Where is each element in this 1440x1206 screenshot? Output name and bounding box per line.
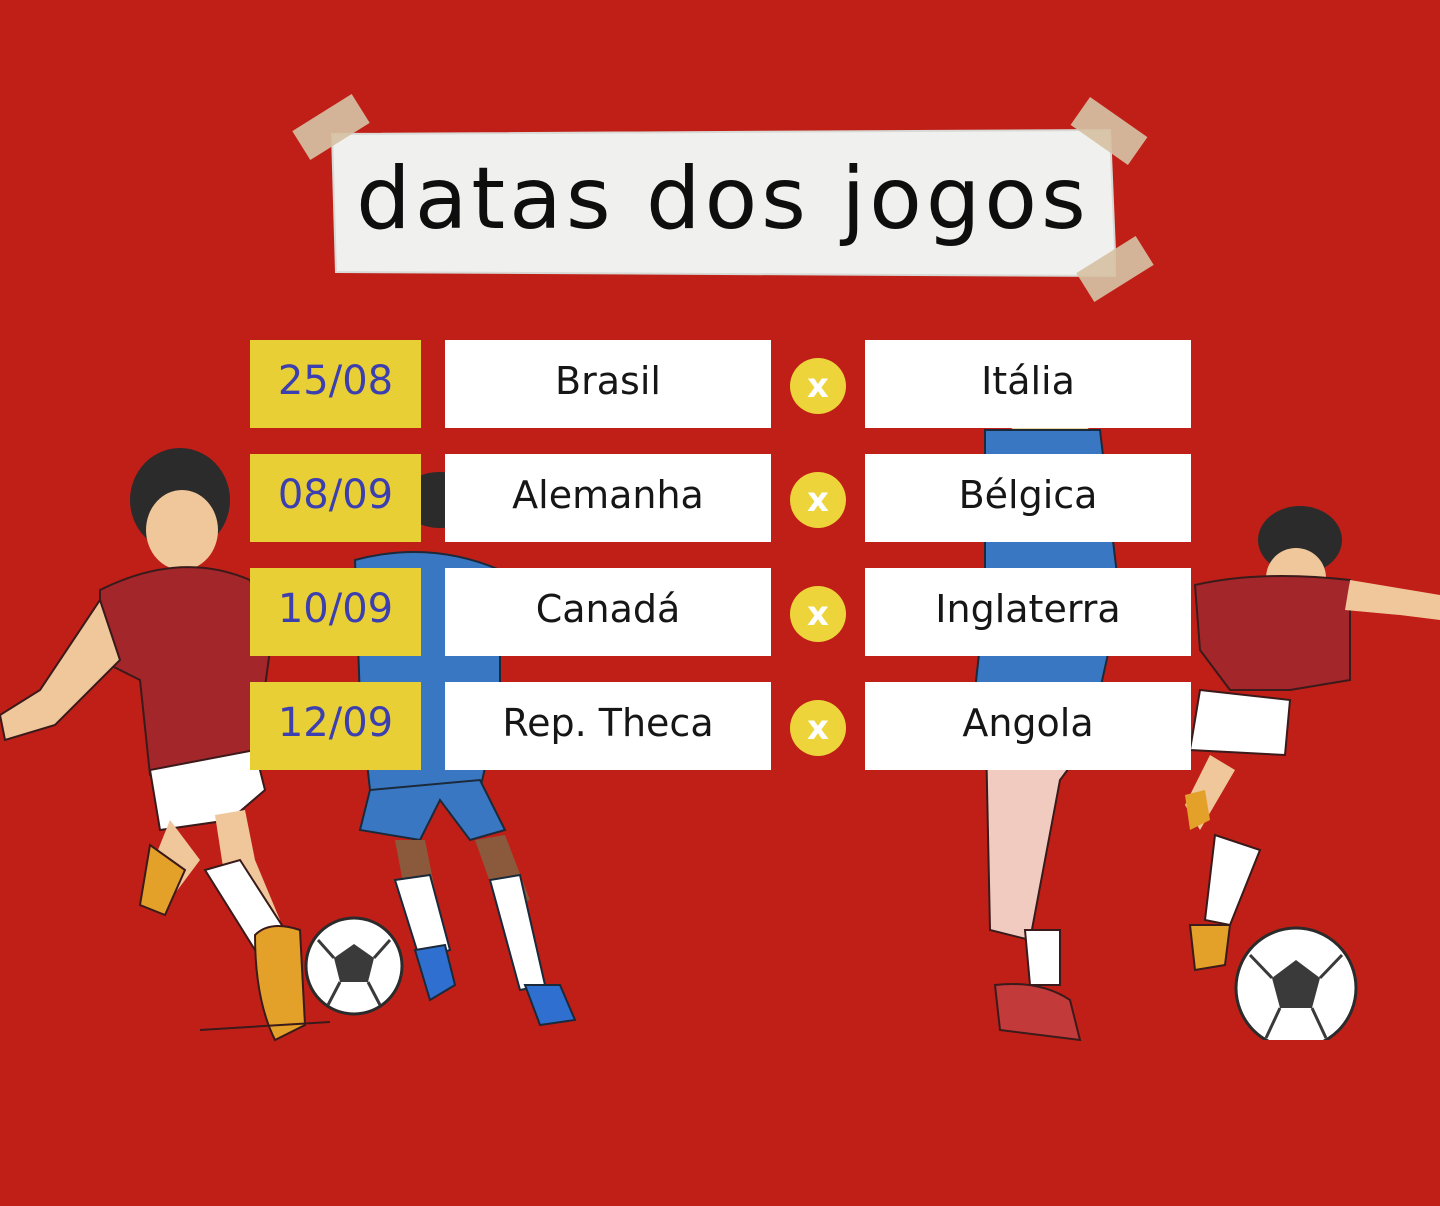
home-team: Brasil xyxy=(445,340,771,428)
vs-badge: x xyxy=(790,700,846,756)
match-row: 12/09 Rep. Theca x Angola xyxy=(250,682,1192,770)
title-note: datas dos jogos xyxy=(330,128,1116,278)
vs-badge: x xyxy=(790,472,846,528)
home-team: Alemanha xyxy=(445,454,771,542)
player-right-red xyxy=(1185,506,1440,972)
away-team: Bélgica xyxy=(865,454,1191,542)
match-row: 25/08 Brasil x Itália xyxy=(250,340,1192,428)
page-title: datas dos jogos xyxy=(356,149,1090,249)
match-date: 25/08 xyxy=(250,340,421,428)
away-team: Angola xyxy=(865,682,1191,770)
away-team: Inglaterra xyxy=(865,568,1191,656)
soccer-ball-left xyxy=(304,916,404,1016)
match-date: 08/09 xyxy=(250,454,421,542)
match-date: 12/09 xyxy=(250,682,421,770)
home-team: Canadá xyxy=(445,568,771,656)
paper-background xyxy=(330,128,1116,278)
match-row: 08/09 Alemanha x Bélgica xyxy=(250,454,1192,542)
vs-badge: x xyxy=(790,358,846,414)
match-date: 10/09 xyxy=(250,568,421,656)
soccer-ball-right xyxy=(1230,926,1370,1070)
away-team: Itália xyxy=(865,340,1191,428)
home-team: Rep. Theca xyxy=(445,682,771,770)
match-row: 10/09 Canadá x Inglaterra xyxy=(250,568,1192,656)
vs-badge: x xyxy=(790,586,846,642)
